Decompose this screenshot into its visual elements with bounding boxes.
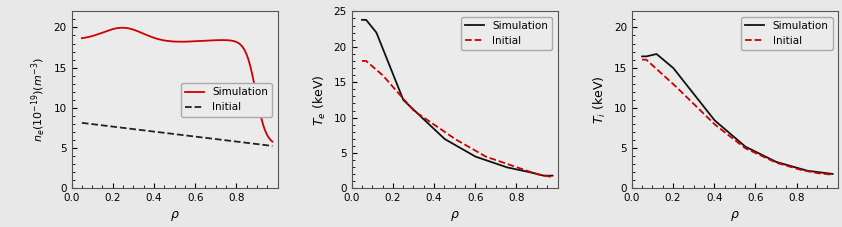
Y-axis label: $T_e$ (keV): $T_e$ (keV) bbox=[312, 74, 328, 126]
X-axis label: $\rho$: $\rho$ bbox=[450, 209, 460, 223]
Legend: Simulation, Initial: Simulation, Initial bbox=[181, 83, 272, 117]
Legend: Simulation, Initial: Simulation, Initial bbox=[461, 17, 552, 50]
X-axis label: $\rho$: $\rho$ bbox=[169, 209, 179, 223]
Y-axis label: $n_e(10^{-19})(m^{-3})$: $n_e(10^{-19})(m^{-3})$ bbox=[29, 57, 48, 142]
Legend: Simulation, Initial: Simulation, Initial bbox=[741, 17, 833, 50]
Y-axis label: $T_i$ (keV): $T_i$ (keV) bbox=[592, 76, 608, 124]
X-axis label: $\rho$: $\rho$ bbox=[730, 209, 740, 223]
